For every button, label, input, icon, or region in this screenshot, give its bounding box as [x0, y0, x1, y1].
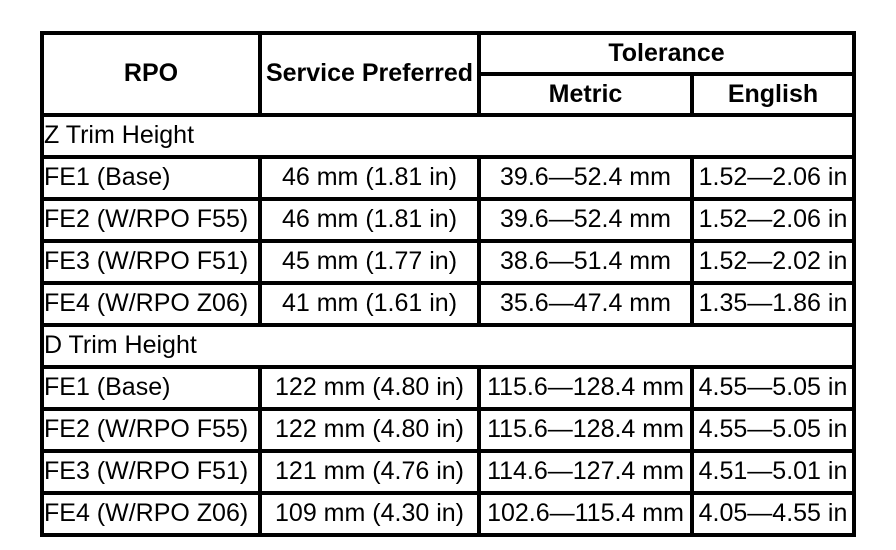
- english-tolerance-cell: 1.52—2.06 in: [690, 155, 856, 201]
- service-preferred-cell: 46 mm (1.81 in): [258, 155, 481, 201]
- english-tolerance-cell: 4.55—5.05 in: [690, 365, 856, 411]
- rpo-cell: FE3 (W/RPO F51): [40, 449, 262, 495]
- col-header-english: English: [690, 72, 856, 117]
- service-preferred-cell: 46 mm (1.81 in): [258, 197, 481, 243]
- english-tolerance-cell: 4.05—4.55 in: [690, 491, 856, 537]
- table-row: FE1 (Base) 122 mm (4.80 in) 115.6—128.4 …: [40, 365, 856, 411]
- table-row: FE3 (W/RPO F51) 121 mm (4.76 in) 114.6—1…: [40, 449, 856, 495]
- table-row: FE2 (W/RPO F55) 46 mm (1.81 in) 39.6—52.…: [40, 197, 856, 243]
- metric-tolerance-cell: 39.6—52.4 mm: [477, 155, 694, 201]
- metric-tolerance-cell: 114.6—127.4 mm: [477, 449, 694, 495]
- rpo-cell: FE4 (W/RPO Z06): [40, 491, 262, 537]
- service-preferred-cell: 121 mm (4.76 in): [258, 449, 481, 495]
- header-row-top: RPO Service Preferred Tolerance: [40, 31, 856, 117]
- service-preferred-cell: 122 mm (4.80 in): [258, 365, 481, 411]
- col-header-service-preferred: Service Preferred: [258, 31, 481, 117]
- section-title: D Trim Height: [40, 323, 856, 369]
- section-title: Z Trim Height: [40, 113, 856, 159]
- table-row: FE4 (W/RPO Z06) 41 mm (1.61 in) 35.6—47.…: [40, 281, 856, 327]
- trim-height-spec-table: RPO Service Preferred Tolerance Metric E…: [40, 31, 856, 537]
- english-tolerance-cell: 4.51—5.01 in: [690, 449, 856, 495]
- english-tolerance-cell: 4.55—5.05 in: [690, 407, 856, 453]
- metric-tolerance-cell: 39.6—52.4 mm: [477, 197, 694, 243]
- col-header-rpo: RPO: [40, 31, 262, 117]
- section-row-z-trim-height: Z Trim Height: [40, 113, 856, 159]
- metric-tolerance-cell: 115.6—128.4 mm: [477, 365, 694, 411]
- rpo-cell: FE1 (Base): [40, 155, 262, 201]
- metric-tolerance-cell: 38.6—51.4 mm: [477, 239, 694, 285]
- table-row: FE4 (W/RPO Z06) 109 mm (4.30 in) 102.6—1…: [40, 491, 856, 537]
- metric-tolerance-cell: 35.6—47.4 mm: [477, 281, 694, 327]
- english-tolerance-cell: 1.52—2.02 in: [690, 239, 856, 285]
- rpo-cell: FE2 (W/RPO F55): [40, 197, 262, 243]
- service-preferred-cell: 122 mm (4.80 in): [258, 407, 481, 453]
- table-row: FE1 (Base) 46 mm (1.81 in) 39.6—52.4 mm …: [40, 155, 856, 201]
- metric-tolerance-cell: 102.6—115.4 mm: [477, 491, 694, 537]
- service-preferred-cell: 109 mm (4.30 in): [258, 491, 481, 537]
- section-row-d-trim-height: D Trim Height: [40, 323, 856, 369]
- english-tolerance-cell: 1.35—1.86 in: [690, 281, 856, 327]
- rpo-cell: FE4 (W/RPO Z06): [40, 281, 262, 327]
- metric-tolerance-cell: 115.6—128.4 mm: [477, 407, 694, 453]
- table-row: FE3 (W/RPO F51) 45 mm (1.77 in) 38.6—51.…: [40, 239, 856, 285]
- col-header-tolerance: Tolerance: [477, 31, 856, 76]
- service-preferred-cell: 45 mm (1.77 in): [258, 239, 481, 285]
- col-header-metric: Metric: [477, 72, 694, 117]
- rpo-cell: FE2 (W/RPO F55): [40, 407, 262, 453]
- table-row: FE2 (W/RPO F55) 122 mm (4.80 in) 115.6—1…: [40, 407, 856, 453]
- rpo-cell: FE1 (Base): [40, 365, 262, 411]
- rpo-cell: FE3 (W/RPO F51): [40, 239, 262, 285]
- english-tolerance-cell: 1.52—2.06 in: [690, 197, 856, 243]
- service-preferred-cell: 41 mm (1.61 in): [258, 281, 481, 327]
- header-row-sub: Metric English: [42, 72, 856, 117]
